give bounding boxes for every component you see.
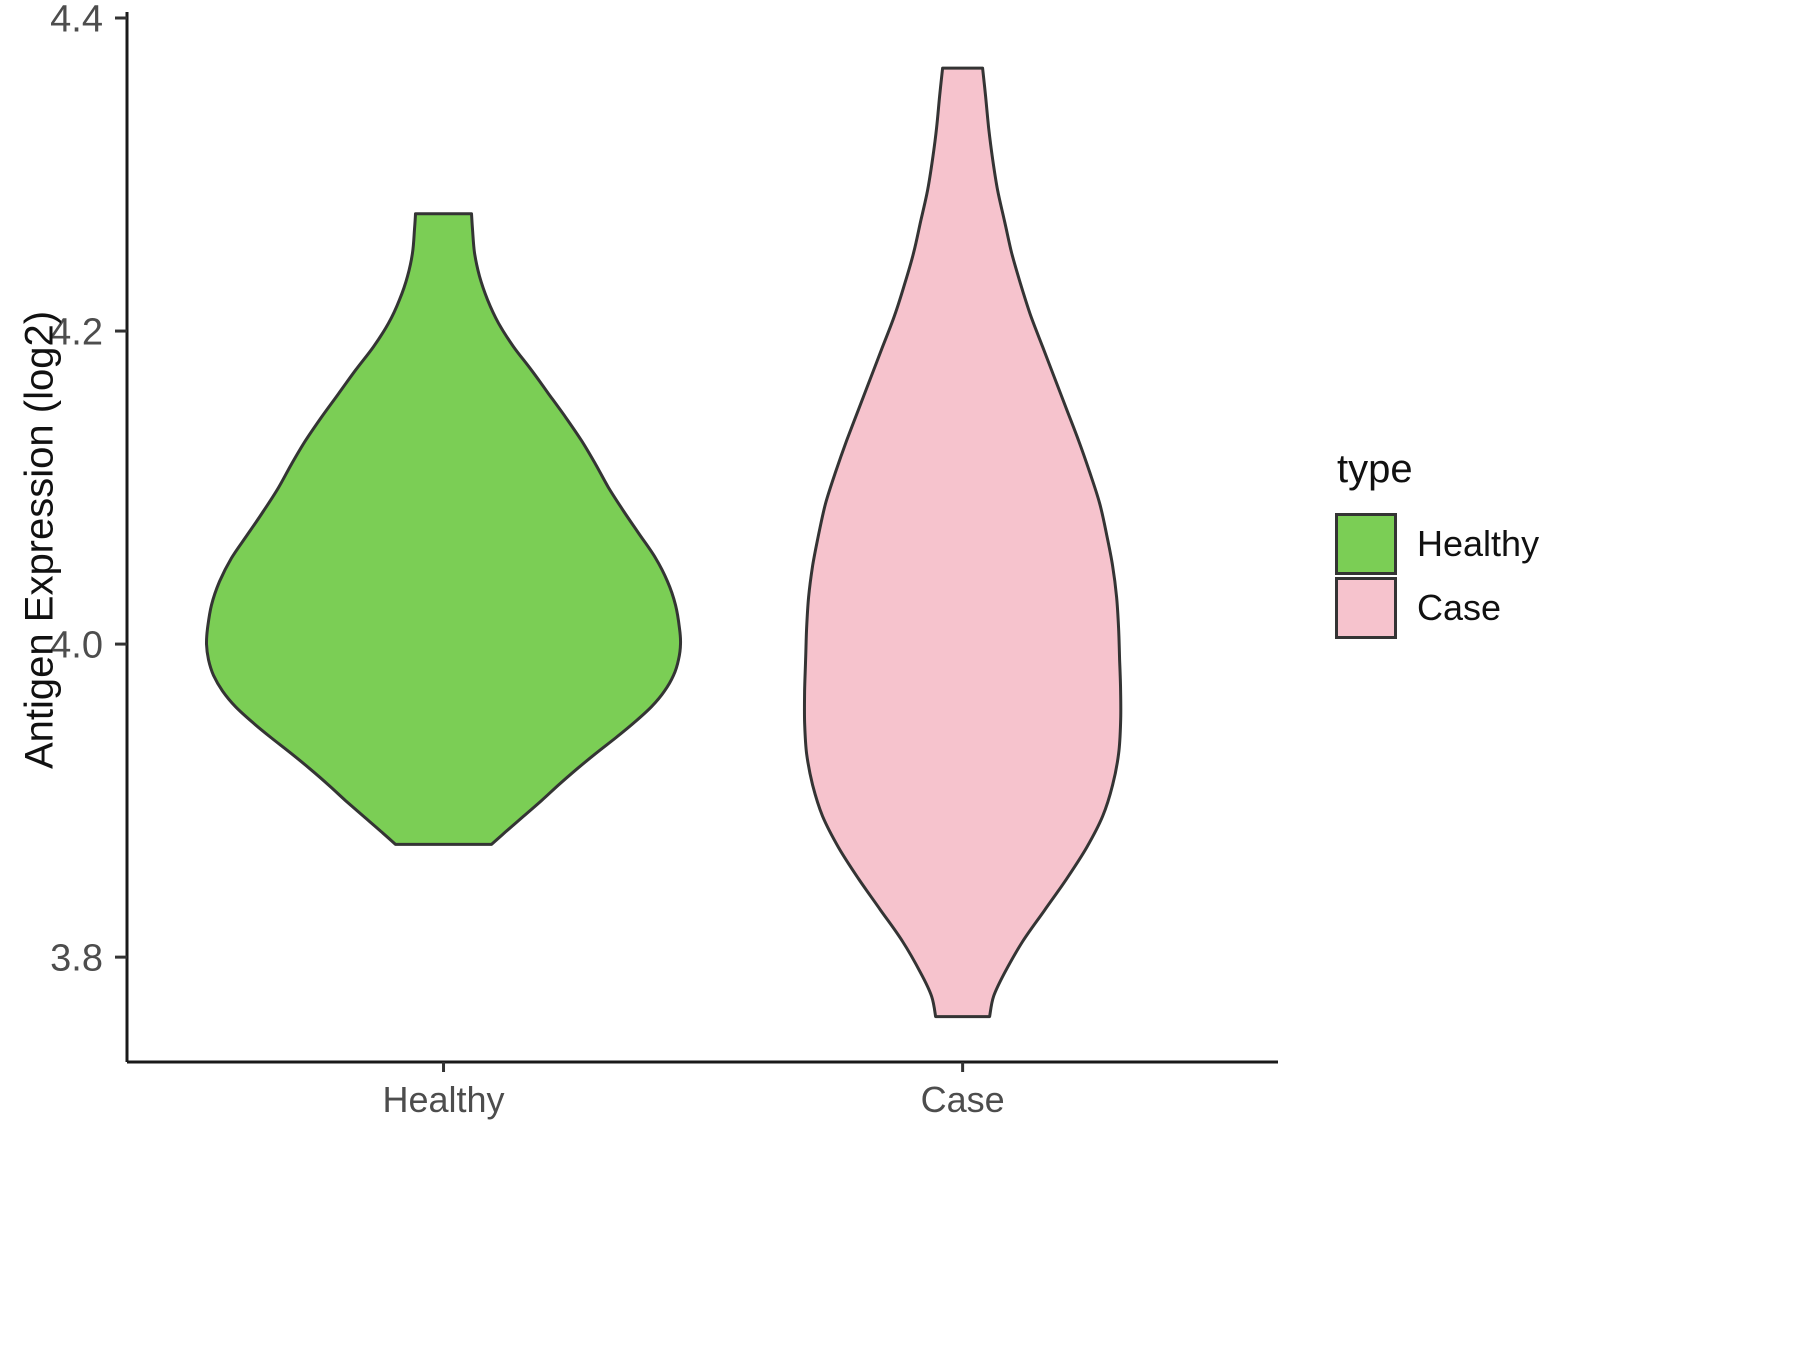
y-tick-label: 4.4 [50,0,103,40]
legend-entry-healthy: Healthy [1335,512,1539,576]
y-tick-label: 3.8 [50,937,103,979]
legend-swatch-healthy-icon [1335,513,1397,575]
violin-case [802,66,1123,1019]
tick-labels-group: 3.8 4.0 4.2 4.4 Healthy Case [50,0,1004,1120]
legend: type Healthy Case [1335,447,1539,640]
axes-group [115,12,1278,1072]
violin-healthy [204,212,683,846]
violins-group [204,66,1123,1019]
x-category-label: Healthy [382,1079,504,1120]
y-axis-title: Antigen Expression (log2) [17,310,62,770]
legend-label-case: Case [1417,587,1502,628]
legend-entry-case: Case [1335,576,1539,640]
y-tick-label: 4.2 [50,311,103,353]
x-category-label: Case [921,1079,1005,1120]
legend-swatch-case-icon [1335,577,1397,639]
y-tick-label: 4.0 [50,624,103,666]
legend-title: type [1337,447,1413,491]
legend-label-healthy: Healthy [1417,523,1540,564]
